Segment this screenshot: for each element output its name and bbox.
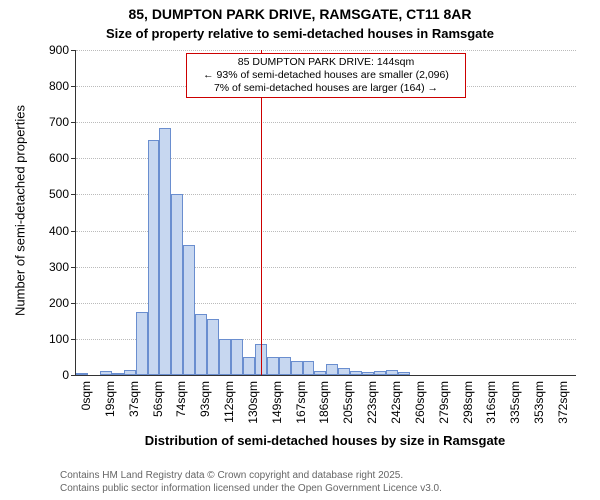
credits-line-2: Contains public sector information licen… xyxy=(60,483,442,495)
histogram-bar xyxy=(279,357,291,375)
histogram-bar xyxy=(386,370,398,375)
y-tick-label: 200 xyxy=(37,296,69,310)
histogram-bar xyxy=(231,339,243,375)
x-tick-label: 93sqm xyxy=(198,381,212,417)
y-tick xyxy=(71,267,76,268)
annotation-line2: ← 93% of semi-detached houses are smalle… xyxy=(191,69,461,82)
histogram-bar xyxy=(350,371,362,375)
x-tick-label: 167sqm xyxy=(294,381,308,424)
annotation-box: 85 DUMPTON PARK DRIVE: 144sqm← 93% of se… xyxy=(186,53,466,98)
histogram-bar xyxy=(148,140,160,375)
histogram-bar xyxy=(243,357,255,375)
y-tick-label: 900 xyxy=(37,43,69,57)
x-tick-label: 37sqm xyxy=(127,381,141,417)
x-tick-label: 149sqm xyxy=(270,381,284,424)
y-tick-label: 700 xyxy=(37,115,69,129)
y-tick-label: 100 xyxy=(37,332,69,346)
y-tick-label: 400 xyxy=(37,224,69,238)
histogram-bar xyxy=(171,194,183,375)
annotation-line1: 85 DUMPTON PARK DRIVE: 144sqm xyxy=(191,56,461,69)
histogram-bar xyxy=(183,245,195,375)
chart-title: 85, DUMPTON PARK DRIVE, RAMSGATE, CT11 8… xyxy=(0,6,600,22)
y-tick xyxy=(71,231,76,232)
histogram-bar xyxy=(219,339,231,375)
x-tick-label: 56sqm xyxy=(151,381,165,417)
y-axis-label: Number of semi-detached properties xyxy=(13,80,28,340)
histogram-bar xyxy=(398,372,410,375)
histogram-bar xyxy=(267,357,279,375)
y-tick xyxy=(71,122,76,123)
histogram-bar xyxy=(338,368,350,375)
x-tick-label: 74sqm xyxy=(174,381,188,417)
credits-line-1: Contains HM Land Registry data © Crown c… xyxy=(60,470,403,482)
gridline xyxy=(76,50,576,51)
plot-area: 85 DUMPTON PARK DRIVE: 144sqm← 93% of se… xyxy=(75,50,576,376)
histogram-bar xyxy=(76,373,88,375)
y-tick-label: 300 xyxy=(37,260,69,274)
y-tick-label: 500 xyxy=(37,187,69,201)
x-tick-label: 0sqm xyxy=(79,381,93,410)
y-tick-label: 800 xyxy=(37,79,69,93)
x-tick-label: 316sqm xyxy=(484,381,498,424)
histogram-bar xyxy=(159,128,171,375)
histogram-bar xyxy=(362,372,374,375)
x-tick-label: 353sqm xyxy=(532,381,546,424)
x-axis-label: Distribution of semi-detached houses by … xyxy=(75,433,575,448)
y-tick xyxy=(71,158,76,159)
x-tick-label: 19sqm xyxy=(103,381,117,417)
x-tick-label: 205sqm xyxy=(341,381,355,424)
y-tick xyxy=(71,50,76,51)
y-tick xyxy=(71,303,76,304)
histogram-bar xyxy=(374,371,386,375)
x-tick-label: 130sqm xyxy=(246,381,260,424)
y-tick xyxy=(71,375,76,376)
x-tick-label: 242sqm xyxy=(389,381,403,424)
histogram-bar xyxy=(124,370,136,375)
histogram-bar xyxy=(207,319,219,375)
chart-subtitle: Size of property relative to semi-detach… xyxy=(0,26,600,41)
x-tick-label: 298sqm xyxy=(461,381,475,424)
annotation-line3: 7% of semi-detached houses are larger (1… xyxy=(191,82,461,95)
x-tick-label: 279sqm xyxy=(437,381,451,424)
histogram-bar xyxy=(291,361,303,375)
histogram-bar xyxy=(326,364,338,375)
x-tick-label: 335sqm xyxy=(508,381,522,424)
histogram-bar xyxy=(195,314,207,375)
x-tick-label: 260sqm xyxy=(413,381,427,424)
histogram-bar xyxy=(314,371,326,375)
x-tick-label: 223sqm xyxy=(365,381,379,424)
chart-container: 85, DUMPTON PARK DRIVE, RAMSGATE, CT11 8… xyxy=(0,0,600,500)
x-tick-label: 112sqm xyxy=(222,381,236,423)
y-tick-label: 600 xyxy=(37,151,69,165)
gridline xyxy=(76,122,576,123)
annotation-line xyxy=(261,50,262,375)
y-tick-label: 0 xyxy=(37,368,69,382)
y-tick xyxy=(71,86,76,87)
histogram-bar xyxy=(100,371,112,375)
y-tick xyxy=(71,339,76,340)
x-tick-label: 372sqm xyxy=(556,381,570,424)
y-tick xyxy=(71,194,76,195)
histogram-bar xyxy=(303,361,315,375)
histogram-bar xyxy=(136,312,148,375)
x-tick-label: 186sqm xyxy=(317,381,331,424)
histogram-bar xyxy=(112,373,124,375)
